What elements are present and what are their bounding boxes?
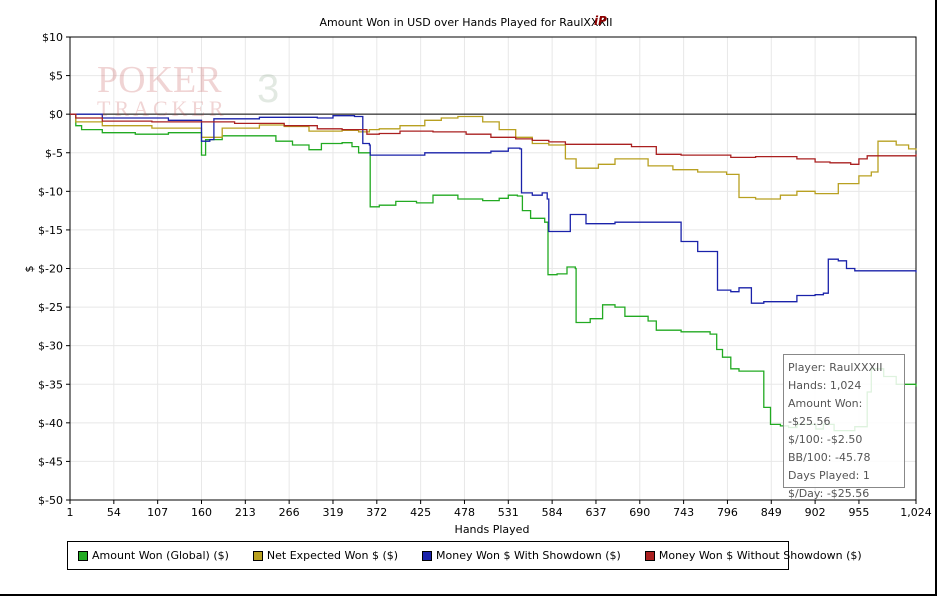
legend-item: Money Won $ Without Showdown ($) [644,549,862,562]
x-tick-label: 425 [410,506,431,519]
legend-label: Money Won $ With Showdown ($) [436,549,621,562]
legend-swatch [78,550,88,561]
y-tick-label: $-50 [38,494,63,507]
legend-item: Amount Won (Global) ($) [78,549,229,562]
series-line-2 [70,113,917,200]
legend-swatch [644,550,655,561]
y-axis: $10 $5 $0 $-5 $-10 $-15 $-20 $-25 $-30 $-35 $-40 $-… [38,31,70,507]
x-tick-label: 690 [629,506,650,519]
x-tick-label: 478 [454,506,475,519]
legend-swatch [422,550,433,561]
x-tick-label: 372 [366,506,387,519]
tooltip-line: Hands: 1,024 [788,379,862,392]
info-icon[interactable]: iP [594,14,607,28]
x-tick-label: 531 [498,506,519,519]
stats-tooltip: Player: RaulXXXII Hands: 1,024 Amount Won:… [783,354,905,500]
y-tick-label: $-40 [38,417,63,430]
tooltip-line: Amount Won: -$25.56 [788,397,863,428]
x-tick-label: 796 [717,506,738,519]
x-tick-label: 1 [67,506,74,519]
tooltip-line: $/100: -$2.50 [788,433,863,446]
x-tick-label: 584 [542,506,563,519]
x-tick-label: 849 [761,506,782,519]
legend-label: Amount Won (Global) ($) [92,549,229,562]
y-tick-label: $0 [49,108,63,121]
x-tick-label: 743 [673,506,694,519]
x-tick-label: 902 [805,506,826,519]
y-tick-label: $-5 [45,147,63,160]
y-tick-label: $-20 [38,263,63,276]
y-tick-label: $-30 [38,340,63,353]
x-tick-label: 213 [235,506,256,519]
x-tick-label: 54 [107,506,121,519]
x-tick-label: 266 [279,506,300,519]
y-tick-label: $-10 [38,185,63,198]
x-tick-label: 319 [322,506,343,519]
x-tick-label: 637 [585,506,606,519]
y-tick-label: $-15 [38,224,63,237]
tooltip-line: Days Played: 1 [788,469,870,482]
series-line-4 [70,113,917,165]
legend-label: Money Won $ Without Showdown ($) [658,549,862,562]
legend-item: Net Expected Won $ ($) [252,549,399,562]
x-tick-label: 1,024 [900,506,932,519]
series-line-3 [70,113,917,304]
legend-swatch [252,550,263,561]
x-tick-label: 160 [191,506,212,519]
x-tick-label: 955 [848,506,869,519]
tooltip-line: Player: RaulXXXII [788,361,883,374]
y-axis-label: $ [23,266,36,273]
y-tick-label: $-35 [38,378,63,391]
chart-title: Amount Won in USD over Hands Played for … [320,16,613,29]
y-tick-label: $5 [49,70,63,83]
y-tick-label: $-25 [38,301,63,314]
y-tick-label: $-45 [38,455,63,468]
x-axis-label: Hands Played [455,523,530,536]
x-tick-label: 107 [147,506,168,519]
legend: Amount Won (Global) ($) Net Expected Won … [67,541,862,570]
legend-item: Money Won $ With Showdown ($) [422,549,621,562]
x-axis: 1 54 107 160 213 266 319 372 425 478 531 584 637 690 7… [67,500,932,519]
tooltip-line: BB/100: -45.78 [788,451,871,464]
y-tick-label: $10 [42,31,63,44]
legend-label: Net Expected Won $ ($) [266,549,399,562]
tooltip-line: $/Day: -$25.56 [788,487,870,500]
